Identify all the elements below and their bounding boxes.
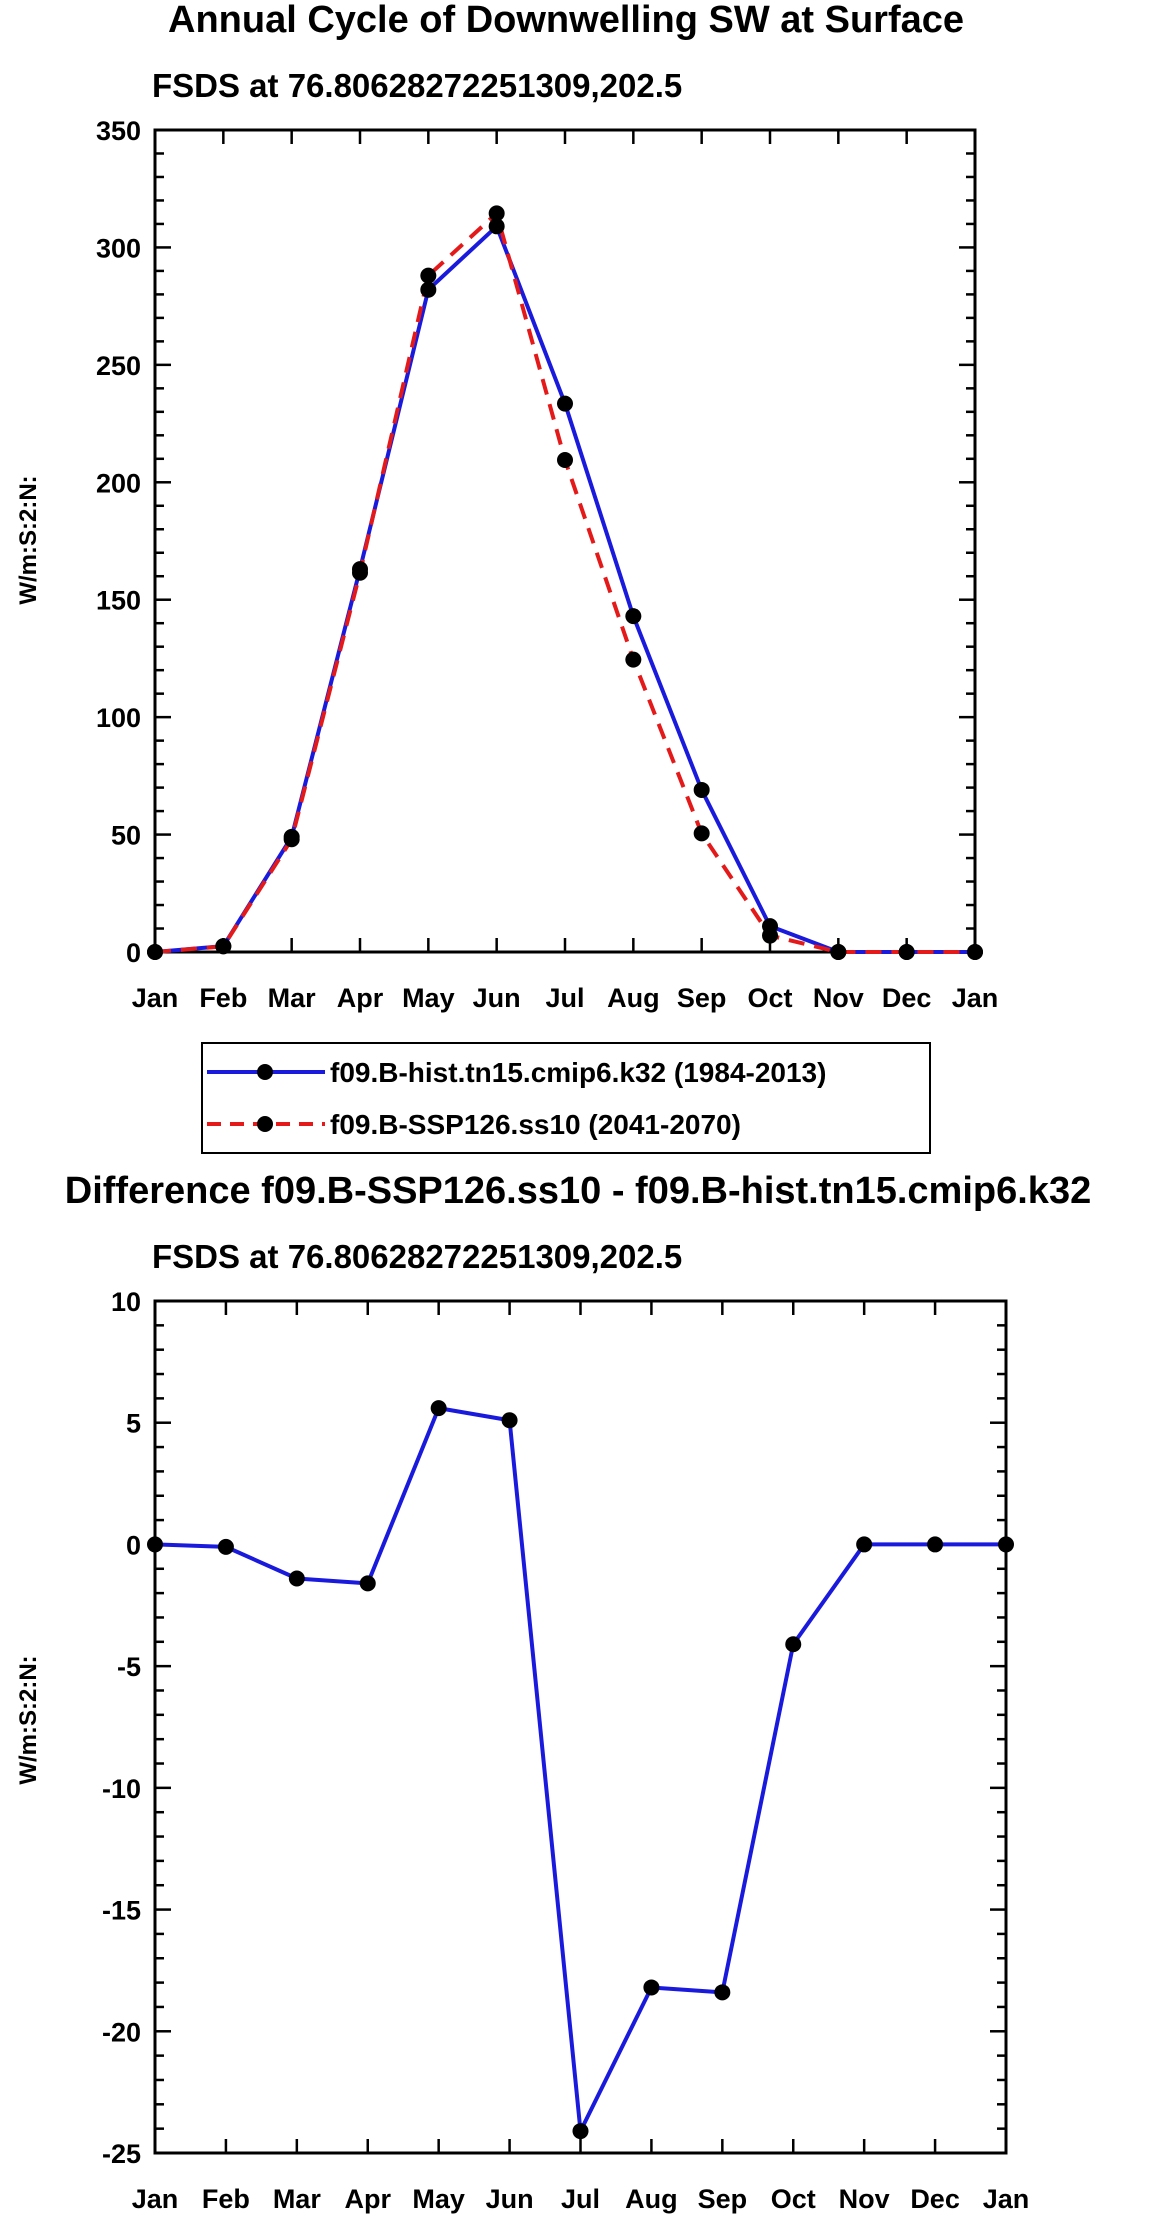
chart1-title: Annual Cycle of Downwelling SW at Surfac… xyxy=(168,0,964,41)
c2-x-tick-label: Mar xyxy=(273,2184,322,2214)
difference-chart: Difference f09.B-SSP126.ss10 - f09.B-his… xyxy=(15,1170,1091,2214)
c2-y-tick-label: -15 xyxy=(102,1896,141,1926)
c2-y-tick-label: -25 xyxy=(102,2139,141,2169)
c1-series-1-point xyxy=(898,944,915,960)
c1-series-1-point xyxy=(352,564,368,581)
c1-x-tick-label: Nov xyxy=(813,983,864,1013)
c1-y-tick-label: 300 xyxy=(96,233,141,263)
c1-x-tick-label: Dec xyxy=(882,983,932,1013)
c2-y-tick-label: -10 xyxy=(102,1774,141,1804)
c1-series-0-line xyxy=(154,224,975,954)
c2-x-tick-label: Dec xyxy=(910,2184,960,2214)
c1-series-0-point xyxy=(693,781,710,798)
c1-series-1-point xyxy=(420,267,437,284)
c2-series-0-point xyxy=(785,1636,802,1653)
chart1-subtitle: FSDS at 76.80628272251309,202.5 xyxy=(152,67,682,104)
legend-ssp-marker xyxy=(257,1116,273,1132)
legend-box xyxy=(201,1042,931,1154)
c2-series-0-point xyxy=(430,1400,447,1417)
c2-y-tick-label: 5 xyxy=(126,1409,141,1439)
c1-series-1-point xyxy=(488,205,505,222)
c2-y-tick-label: 0 xyxy=(126,1530,141,1560)
c2-plot-frame xyxy=(153,1299,1008,2155)
c1-x-tick-label: Jan xyxy=(952,983,999,1013)
c2-series-0-point xyxy=(643,1979,660,1996)
chart1-y-axis-label: W/m:S:2:N: xyxy=(15,475,42,604)
c2-series-0-point xyxy=(714,1984,731,2001)
legend-ssp-label: f09.B-SSP126.ss10 (2041-2070) xyxy=(330,1109,741,1140)
c1-y-tick-label: 50 xyxy=(111,821,141,851)
chart2-subtitle: FSDS at 76.80628272251309,202.5 xyxy=(152,1238,682,1275)
c1-x-tick-label: Oct xyxy=(747,983,792,1013)
c2-x-tick-label: Apr xyxy=(345,2184,392,2214)
c2-series-0-point xyxy=(217,1538,234,1555)
c1-x-tick-label: Jun xyxy=(473,983,521,1013)
legend-hist-marker xyxy=(257,1064,273,1080)
c1-y-tick-label: 200 xyxy=(96,468,141,498)
c1-x-tick-label: Feb xyxy=(199,983,247,1013)
c2-series-0-point xyxy=(856,1536,873,1553)
c2-series-0-point xyxy=(359,1575,376,1592)
c1-series-0-point xyxy=(420,281,437,298)
c2-x-tick-label: May xyxy=(412,2184,465,2214)
c1-series-0-point xyxy=(557,395,573,412)
c2-x-tick-label: Jul xyxy=(561,2184,600,2214)
c2-x-tick-label: Nov xyxy=(839,2184,890,2214)
c2-series-0-line xyxy=(154,1406,1006,2134)
c2-series-0-point xyxy=(572,2123,589,2140)
c1-y-tick-label: 0 xyxy=(126,938,141,968)
annual-cycle-chart: Annual Cycle of Downwelling SW at Surfac… xyxy=(15,0,998,1013)
c1-x-tick-label: Apr xyxy=(337,983,384,1013)
c1-x-tick-label: Jul xyxy=(545,983,584,1013)
c2-series-0-point xyxy=(147,1536,163,1553)
legend-hist-label: f09.B-hist.tn15.cmip6.k32 (1984-2013) xyxy=(330,1057,826,1088)
c1-plot-frame xyxy=(153,128,977,954)
c1-y-tick-label: 100 xyxy=(96,703,141,733)
c1-series-1-point xyxy=(283,831,300,848)
c2-series-0-point xyxy=(288,1570,305,1587)
c2-x-tick-label: Jun xyxy=(486,2184,534,2214)
c1-y-tick-label: 350 xyxy=(96,116,141,146)
c1-series-1-point xyxy=(693,825,710,842)
c2-y-tick-label: -5 xyxy=(117,1652,141,1682)
c2-x-tick-label: Feb xyxy=(202,2184,250,2214)
c1-y-tick-label: 250 xyxy=(96,351,141,381)
c1-x-tick-label: Sep xyxy=(677,983,727,1013)
c1-x-tick-label: Mar xyxy=(268,983,317,1013)
c2-series-0-point xyxy=(998,1536,1014,1553)
c1-x-tick-label: Jan xyxy=(132,983,179,1013)
c1-series-1-point xyxy=(147,944,163,960)
c1-series-1-line xyxy=(154,211,975,954)
c1-series-1-point xyxy=(625,651,642,668)
c1-series-1-point xyxy=(215,938,232,955)
c2-y-tick-label: 10 xyxy=(111,1287,141,1317)
c1-series-1-point xyxy=(762,927,778,944)
c2-y-tick-label: -20 xyxy=(102,2017,141,2047)
chart1-legend: f09.B-hist.tn15.cmip6.k32 (1984-2013) f0… xyxy=(201,1042,931,1154)
c1-y-tick-label: 150 xyxy=(96,586,141,616)
c1-x-tick-label: May xyxy=(402,983,455,1013)
c2-x-tick-label: Aug xyxy=(625,2184,677,2214)
c1-series-1-point xyxy=(830,944,847,960)
c1-series-0-point xyxy=(488,218,505,235)
c2-x-tick-label: Jan xyxy=(983,2184,1030,2214)
chart2-y-axis-label: W/m:S:2:N: xyxy=(15,1655,42,1784)
c1-series-1-point xyxy=(557,451,573,468)
c2-x-tick-label: Sep xyxy=(698,2184,748,2214)
c2-series-0-point xyxy=(501,1412,518,1429)
c2-series-0-point xyxy=(927,1536,944,1553)
c1-series-1-point xyxy=(967,944,983,960)
c1-series-0-point xyxy=(625,608,642,625)
chart2-title: Difference f09.B-SSP126.ss10 - f09.B-his… xyxy=(65,1170,1091,1212)
c2-x-tick-label: Jan xyxy=(132,2184,179,2214)
c1-x-tick-label: Aug xyxy=(607,983,659,1013)
c2-x-tick-label: Oct xyxy=(771,2184,816,2214)
